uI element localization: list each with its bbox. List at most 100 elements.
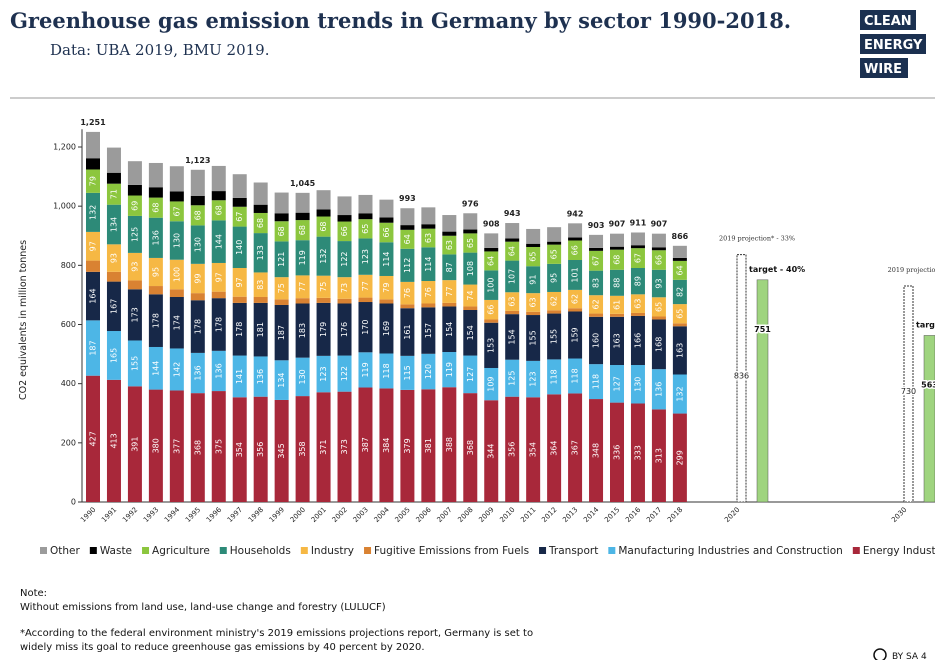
bar-segment [295,212,310,221]
note: Note: [20,588,47,599]
bar-segment [610,246,624,250]
value-label: 181 [256,322,265,337]
bar-segment [106,147,121,173]
bar-segment [86,320,100,376]
bar-segment [651,269,666,298]
legend-swatch [539,547,547,554]
projection-bar [736,254,747,503]
bar-segment [526,397,541,502]
x-tick-label: 1991 [100,506,118,524]
value-label: 79 [382,283,391,293]
bar-segment [190,195,205,206]
legend-label: Fugitive Emissions from Fuels [374,545,529,557]
value-label: 64 [403,234,412,244]
bar-segment [610,269,624,296]
logo-text: CLEAN [864,14,912,29]
x-tick-label: 1999 [268,506,286,524]
bar-segment [630,248,645,268]
value-label: 348 [592,443,601,458]
bar-segment [568,223,583,238]
bar-segment [190,300,205,353]
bar-segment [148,197,163,218]
bar-segment [106,281,121,332]
value-label: 381 [424,438,433,453]
value-label: 67 [172,206,181,216]
bar-segment [232,206,247,227]
bar-segment [337,298,352,304]
legend-swatch [852,547,860,554]
bar-segment [630,315,645,366]
bar-segment [358,219,373,239]
value-label: 76 [403,288,412,298]
value-label: 333 [633,445,642,460]
bar-segment [672,260,687,280]
bar-segment [568,289,583,309]
legend-label: Energy Industries [863,545,935,557]
bar-segment [358,213,373,220]
value-label: 178 [151,313,160,328]
bar-segment [274,221,289,242]
value-label: 391 [130,437,139,452]
bar-segment [148,217,163,258]
bar-segment [484,299,499,320]
bar-segment [274,360,289,400]
bar-segment [651,247,666,251]
bar-segment [589,399,604,502]
value-label: 95 [550,273,559,283]
bar-segment [211,165,226,192]
value-label: 345 [277,443,286,458]
bar-segment [316,355,331,393]
bar-segment [295,298,310,304]
logo-box [860,58,908,78]
value-label: 388 [445,437,454,452]
value-label: 62 [571,294,580,304]
bar-segment [589,250,604,271]
bar-segment [148,257,163,287]
bar-segment [316,209,331,217]
total-label: 1,045 [290,179,316,188]
value-label: 123 [319,366,328,381]
bar-segment [379,299,394,304]
value-label: 313 [654,448,663,463]
value-label: 77 [298,282,307,292]
bar-segment [630,232,645,246]
bar-segment [547,244,562,264]
bar-segment [127,386,142,502]
bar-segment [672,257,687,261]
target-value: 751 [754,325,771,334]
value-label: 62 [550,296,559,306]
bar-segment [589,295,604,314]
x-tick-label: 1995 [184,506,202,524]
bar-segment [232,174,247,198]
bar-segment [86,271,100,321]
bar-segment [106,204,121,245]
bar-segment [484,319,499,323]
bar-segment [547,310,562,314]
bar-segment [316,275,331,298]
bar-segment [127,340,142,387]
bar-segment [400,281,415,305]
x-tick-label: 1998 [247,506,265,524]
x-tick-label: 1990 [79,506,97,524]
value-label: 114 [424,257,433,272]
value-label: 164 [89,288,98,303]
value-label: 356 [256,442,265,457]
value-label: 109 [487,376,496,391]
bar-segment [169,259,184,290]
value-label: 427 [89,431,98,446]
bar-segment [358,302,373,353]
value-label: 63 [508,296,517,306]
target-bar [756,279,769,503]
subtitle: Data: UBA 2019, BMU 2019. [50,41,269,59]
bar-segment [190,205,205,226]
bar-segment [253,272,268,297]
bar-segment [505,241,520,261]
bar-segment [211,391,226,502]
value-label: 114 [382,251,391,266]
legend-label: Agriculture [152,545,210,557]
value-label: 71 [109,189,118,199]
bar-segment [148,346,163,390]
bar-segment [484,400,499,502]
target-value: 563 [921,380,935,389]
bar-segment [190,293,205,301]
